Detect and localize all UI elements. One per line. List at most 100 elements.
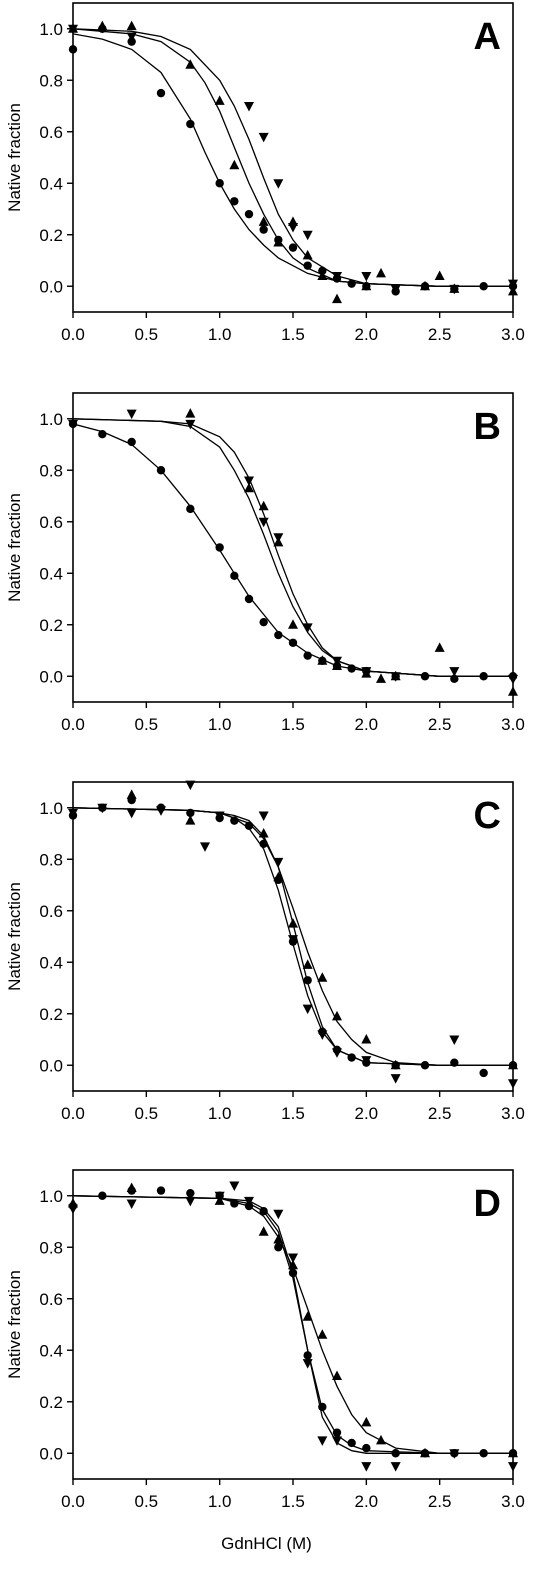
x-tick-label: 2.0 <box>355 1492 379 1511</box>
data-point-triangle-down <box>200 842 210 852</box>
data-point-triangle-down <box>244 476 254 487</box>
x-tick-label: 1.5 <box>281 1104 305 1123</box>
data-point-triangle-down <box>97 803 108 814</box>
x-tick-label: 2.5 <box>428 1492 452 1511</box>
data-point-triangle-up <box>332 1370 342 1380</box>
y-axis-label: Native fraction <box>5 103 24 212</box>
data-point-triangle-up <box>317 655 328 665</box>
data-point-triangle-up <box>126 20 137 31</box>
data-point-circle <box>347 1438 356 1448</box>
data-point-triangle-up <box>434 270 445 280</box>
data-point-circle <box>288 638 298 647</box>
data-point-circle <box>244 594 254 604</box>
data-point-triangle-down <box>508 1079 518 1089</box>
x-tick-label: 2.5 <box>428 1104 452 1123</box>
data-point-triangle-up <box>273 1234 284 1244</box>
fit-curve-triangle-down <box>73 418 513 677</box>
data-point-circle <box>303 651 312 660</box>
x-tick-label: 0.5 <box>135 1104 159 1123</box>
x-tick-label: 1.5 <box>281 325 305 344</box>
panel-label: A <box>474 16 501 58</box>
data-point-triangle-down <box>288 223 298 233</box>
data-point-triangle-down <box>302 1359 313 1369</box>
x-tick-label: 2.0 <box>355 325 379 344</box>
data-point-triangle-down <box>390 1462 401 1472</box>
data-point-triangle-down <box>508 1462 518 1472</box>
data-point-triangle-down <box>273 1209 284 1220</box>
data-point-triangle-down <box>332 1436 342 1446</box>
data-point-triangle-down <box>390 672 401 682</box>
x-tick-label: 0.5 <box>135 1492 159 1511</box>
data-point-triangle-up <box>361 280 372 291</box>
data-point-triangle-down <box>361 1462 372 1472</box>
x-tick-label: 3.0 <box>501 325 525 344</box>
data-point-triangle-down <box>126 808 137 819</box>
data-point-triangle-down <box>317 1436 328 1446</box>
data-point-triangle-down <box>258 517 269 528</box>
y-tick-label: 0.0 <box>39 1056 63 1075</box>
data-point-triangle-up <box>376 1434 386 1445</box>
data-point-triangle-down <box>288 935 298 945</box>
data-point-triangle-down <box>68 419 78 430</box>
data-point-triangle-up <box>332 1010 342 1021</box>
data-point-circle <box>68 45 78 54</box>
fit-curve-circle <box>73 423 513 677</box>
data-point-circle <box>127 437 136 447</box>
data-point-triangle-up <box>376 267 386 278</box>
data-point-circle <box>186 119 195 129</box>
data-point-circle <box>156 1186 166 1195</box>
panel-a: 0.0 0.2 0.4 0.6 0.8 1.0 0.0 0.5 1.0 1.5 2.0 2.5 3.0 N… <box>5 2 525 344</box>
data-point-triangle-down <box>68 808 78 819</box>
y-tick-label: 1.0 <box>39 1187 63 1206</box>
fit-curve-triangle-down <box>73 1195 513 1454</box>
fit-curve-triangle-up <box>73 28 513 287</box>
data-point-triangle-down <box>332 271 342 282</box>
y-tick-label: 1.0 <box>39 20 63 39</box>
data-point-circle <box>186 1188 195 1198</box>
y-tick-label: 1.0 <box>39 799 63 818</box>
fit-curve-circle <box>73 1195 513 1454</box>
data-point-triangle-up <box>258 216 269 226</box>
data-point-triangle-down <box>126 409 137 420</box>
data-point-triangle-up <box>288 619 298 629</box>
y-tick-label: 0.2 <box>39 1393 63 1412</box>
data-point-triangle-up <box>317 1329 328 1339</box>
y-tick-label: 0.4 <box>39 953 63 972</box>
data-point-circle <box>259 1207 268 1216</box>
fit-curve-triangle-up <box>73 418 513 677</box>
y-tick-label: 0.0 <box>39 667 63 686</box>
y-tick-label: 0.4 <box>39 564 63 583</box>
x-tick-label: 2.0 <box>355 1104 379 1123</box>
data-point-triangle-down <box>185 1196 196 1207</box>
data-point-triangle-up <box>508 686 518 696</box>
y-tick-label: 0.2 <box>39 1005 63 1024</box>
y-tick-label: 0.8 <box>39 850 63 869</box>
y-tick-label: 0.0 <box>39 277 63 296</box>
data-point-triangle-down <box>258 811 269 821</box>
data-point-triangle-up <box>258 1226 269 1236</box>
data-point-triangle-down <box>302 1004 313 1015</box>
data-point-circle <box>215 543 224 552</box>
x-axis-label: GdnHCl (M) <box>221 1534 312 1553</box>
data-point-triangle-up <box>185 815 196 825</box>
data-point-triangle-down <box>273 533 284 543</box>
data-point-triangle-up <box>508 285 518 296</box>
y-tick-label: 0.2 <box>39 616 63 635</box>
data-point-circle <box>244 209 254 219</box>
data-point-triangle-down <box>317 1030 328 1040</box>
data-point-circle <box>479 1068 488 1078</box>
data-point-circle <box>303 261 312 270</box>
x-tick-label: 3.0 <box>501 715 525 734</box>
data-point-triangle-down <box>449 284 460 295</box>
panel-d: 0.0 0.2 0.4 0.6 0.8 1.0 0.0 0.5 1.0 1.5 2.0 2.5 3.0 N… <box>5 1169 525 1511</box>
data-point-triangle-up <box>317 270 328 280</box>
data-point-circle <box>156 466 166 475</box>
data-point-circle <box>186 504 195 514</box>
data-point-triangle-down <box>288 1253 298 1264</box>
panel-label: C <box>474 795 501 837</box>
x-tick-label: 0.5 <box>135 715 159 734</box>
data-point-triangle-down <box>244 102 254 112</box>
data-point-triangle-down <box>214 1191 225 1202</box>
plot-frame <box>72 392 514 703</box>
y-tick-label: 0.6 <box>39 123 63 142</box>
